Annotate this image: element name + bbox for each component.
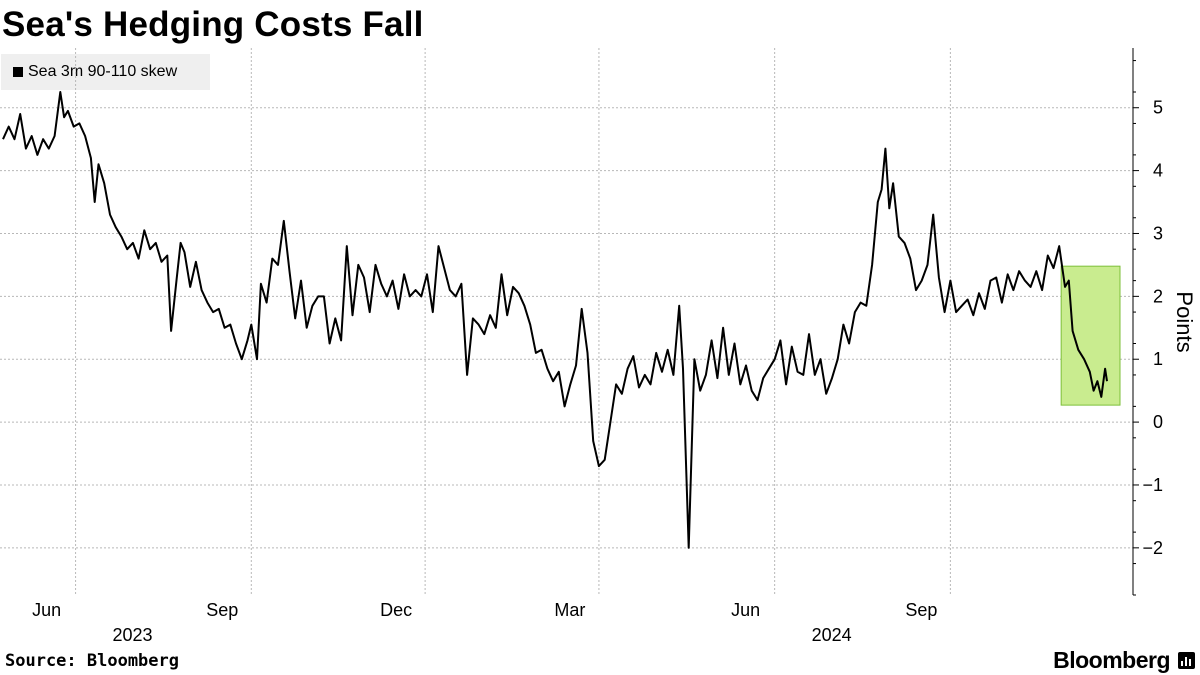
x-tick-label: Dec — [380, 600, 412, 620]
y-tick-label: −1 — [1142, 475, 1163, 495]
x-tick-label: Sep — [206, 600, 238, 620]
y-tick-label: 2 — [1153, 286, 1163, 306]
legend: Sea 3m 90-110 skew — [1, 54, 210, 90]
highlight-box — [1060, 265, 1121, 406]
brand-logo-text: Bloomberg — [1053, 647, 1170, 673]
x-tick-label: Jun — [32, 600, 61, 620]
y-tick-label: 1 — [1153, 349, 1163, 369]
source-note: Source: Bloomberg — [5, 651, 179, 671]
legend-swatch — [13, 67, 23, 77]
y-tick-label: −2 — [1142, 538, 1163, 558]
y-axis-title: Points — [1172, 291, 1197, 352]
x-tick-label: Mar — [554, 600, 585, 620]
chart-title: Sea's Hedging Costs Fall — [2, 5, 424, 44]
y-tick-label: 0 — [1153, 412, 1163, 432]
x-tick-label: Jun — [731, 600, 760, 620]
legend-label: Sea 3m 90-110 skew — [28, 63, 178, 80]
y-tick-label: 5 — [1153, 98, 1163, 118]
bloomberg-bars-icon — [1178, 652, 1195, 669]
y-tick-label: 4 — [1153, 161, 1163, 181]
x-year-label: 2024 — [812, 625, 852, 645]
x-tick-label: Sep — [905, 600, 937, 620]
series-line — [2, 91, 1108, 549]
x-year-label: 2023 — [113, 625, 153, 645]
y-tick-label: 3 — [1153, 223, 1163, 243]
